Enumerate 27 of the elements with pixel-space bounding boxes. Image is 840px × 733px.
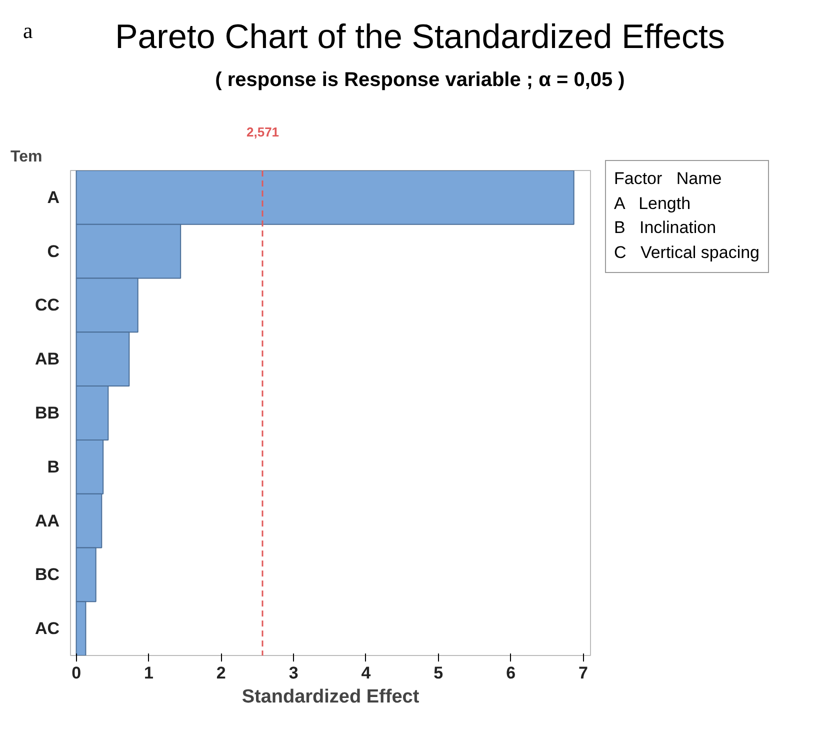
x-tick-label: 2 — [216, 664, 226, 682]
text: Factor Name — [614, 169, 722, 188]
text: C Vertical spacing — [614, 242, 760, 262]
y-tick-label: BC — [34, 565, 60, 584]
y-tick-label: CC — [34, 296, 60, 315]
x-tick-label: 4 — [361, 664, 372, 682]
y-tick-label: BB — [34, 404, 60, 422]
x-tick-label: 0 — [72, 664, 82, 682]
y-tick-label: AA — [34, 511, 60, 530]
y-tick-label: AC — [34, 619, 60, 638]
x-tick-label: 1 — [144, 664, 154, 682]
chart-subtitle: ( response is Response variable ; α = 0,05 ) — [214, 68, 626, 93]
ref-line-label: 2,571 — [246, 124, 280, 140]
x-tick-label: 6 — [506, 664, 516, 682]
x-tick-label: 5 — [434, 664, 444, 682]
y-tick-label: B — [47, 457, 60, 476]
text: a — [23, 17, 33, 45]
text: B Inclination — [614, 218, 716, 238]
x-tick-label: 7 — [578, 664, 588, 682]
x-axis-title: Standardized Effect — [242, 686, 420, 708]
x-tick-label: 3 — [288, 664, 298, 682]
chart-title: Pareto Chart of the Standardized Effects — [115, 18, 725, 56]
y-axis-title: Tem — [10, 148, 42, 166]
y-tick-label: A — [47, 188, 60, 207]
y-tick-label: AB — [34, 350, 60, 369]
text: A Length — [614, 194, 691, 213]
y-tick-label: C — [47, 242, 60, 261]
